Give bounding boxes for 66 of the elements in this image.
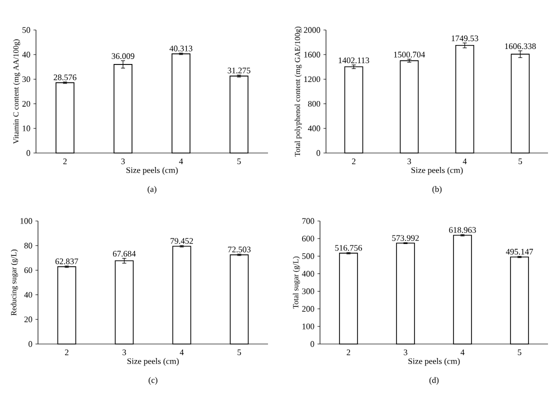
text: (d) xyxy=(429,377,439,385)
x-tick-label: 5 xyxy=(238,350,242,356)
data-label: 40.313 xyxy=(170,46,192,52)
y-tick-label: 40 xyxy=(24,292,32,298)
x-tick-label: 2 xyxy=(352,158,356,164)
y-tick-label: 1600 xyxy=(304,52,320,58)
data-label: 618.963 xyxy=(449,227,476,233)
y-tick-label: 30 xyxy=(22,76,30,82)
x-tick-label: 2 xyxy=(63,158,67,164)
y-tick-label: 2000 xyxy=(304,27,320,33)
data-label: 495.147 xyxy=(506,248,534,255)
y-tick-label: 800 xyxy=(308,100,320,107)
y-tick-label: 0 xyxy=(28,341,32,347)
data-label: 1606.338 xyxy=(505,43,536,50)
data-label: 1402.113 xyxy=(338,57,370,64)
y-tick-label: 100 xyxy=(302,324,314,330)
y-tick-label: 80 xyxy=(24,242,32,248)
x-tick-label: 2 xyxy=(65,350,68,356)
data-label: 1500.704 xyxy=(394,52,426,58)
x-tick-label: 3 xyxy=(121,158,125,164)
data-label: 516.756 xyxy=(335,245,362,251)
y-tick-label: 50 xyxy=(22,27,30,33)
text: (a) xyxy=(148,186,156,194)
x-tick-label: 5 xyxy=(518,158,522,164)
y-tick-label: 0 xyxy=(310,341,314,347)
x-tick-label: 4 xyxy=(460,350,464,356)
y-tick-label: 400 xyxy=(302,270,314,277)
y-tick-label: 1200 xyxy=(304,76,320,82)
x-tick-label: 4 xyxy=(179,158,183,164)
x-tick-label: 5 xyxy=(518,350,522,356)
x-axis-title: Size peels (cm) xyxy=(408,358,460,366)
data-label: 573.992 xyxy=(392,235,419,241)
data-label: 36.009 xyxy=(112,53,134,60)
x-axis-title: Size peels (cm) xyxy=(127,358,179,366)
text: (b) xyxy=(432,186,442,194)
y-tick-label: 10 xyxy=(22,126,30,132)
data-label: 1749.53 xyxy=(452,36,478,42)
y-tick-label: 60 xyxy=(24,267,32,274)
y-tick-label: 700 xyxy=(302,218,314,224)
y-tick-label: 0 xyxy=(26,150,30,156)
y-tick-label: 400 xyxy=(308,126,320,132)
data-label: 31.275 xyxy=(228,68,250,74)
data-label: 62.837 xyxy=(55,258,78,264)
data-label: 72.503 xyxy=(228,246,251,252)
y-tick-label: 200 xyxy=(302,306,314,312)
y-tick-label: 20 xyxy=(24,316,32,322)
x-axis-title: Size peels (cm) xyxy=(411,167,463,175)
x-tick-label: 3 xyxy=(404,350,408,356)
y-tick-label: 20 xyxy=(22,100,30,107)
y-tick-label: 300 xyxy=(302,288,314,294)
y-tick-label: 500 xyxy=(302,253,314,259)
x-tick-label: 3 xyxy=(408,158,412,164)
x-tick-label: 3 xyxy=(122,350,126,356)
x-tick-label: 4 xyxy=(180,350,184,356)
data-label: 79.452 xyxy=(170,238,193,244)
data-label: 28.576 xyxy=(54,74,76,80)
y-tick-label: 600 xyxy=(302,236,314,242)
x-tick-label: 2 xyxy=(346,350,350,356)
x-axis-title: Size peels (cm) xyxy=(126,167,178,175)
x-tick-label: 4 xyxy=(462,158,467,164)
data-label: 67.684 xyxy=(112,250,136,257)
y-tick-label: 40 xyxy=(22,52,30,58)
text: (c) xyxy=(148,377,158,385)
y-tick-label: 100 xyxy=(20,218,32,224)
y-tick-label: 0 xyxy=(316,150,320,156)
x-tick-label: 5 xyxy=(237,158,241,164)
